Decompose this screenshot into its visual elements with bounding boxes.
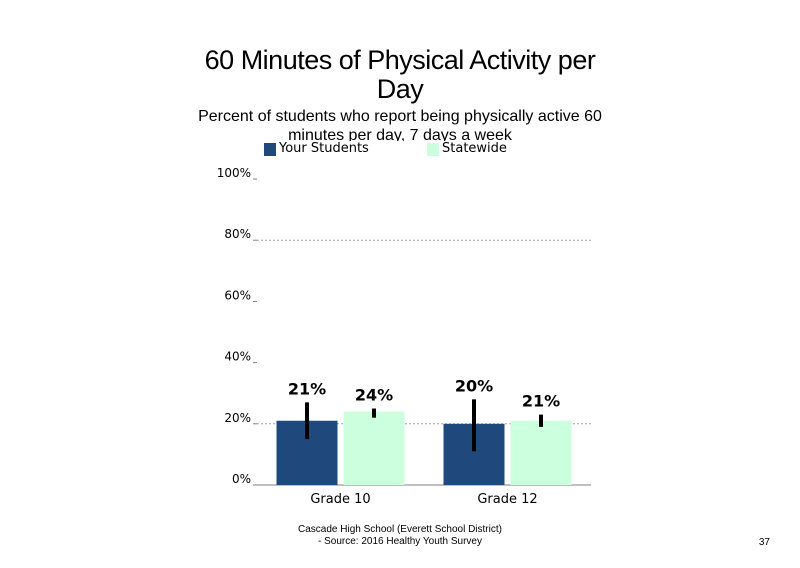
data-label-0-1: 20% (455, 376, 493, 395)
page-number: 37 (758, 537, 770, 548)
chart-title: 60 Minutes of Physical Activity per Day (204, 45, 596, 104)
data-label-1-0: 24% (355, 386, 393, 405)
bar-statewide-grade-10 (343, 411, 405, 485)
legend-swatch-statewide (427, 142, 439, 156)
legend-label-your-students: Your Students (279, 141, 369, 156)
y-tick-label-40: 40% (224, 350, 251, 364)
footer-survey: - Source: 2016 Healthy Youth Survey (318, 536, 482, 547)
y-tick-label-80: 80% (224, 227, 251, 241)
y-tick-label-0: 0% (232, 472, 251, 486)
legend-item-your-students: Your Students (264, 141, 369, 157)
y-tick-label-20: 20% (224, 411, 251, 425)
footer-source: Cascade High School (Everett School Dist… (250, 524, 550, 548)
footer-school: Cascade High School (Everett School Dist… (298, 524, 502, 535)
bar-statewide-grade-12 (510, 420, 572, 485)
data-label-1-1: 21% (522, 392, 560, 411)
y-tick-label-100: 100% (217, 166, 251, 180)
legend-item-statewide: Statewide (427, 141, 507, 157)
y-tick-label-60: 60% (224, 288, 251, 302)
x-tick-label-0: Grade 10 (310, 492, 370, 507)
legend-label-statewide: Statewide (442, 141, 507, 156)
chart-subtitle: Percent of students who report being phy… (198, 108, 602, 141)
x-tick-label-1: Grade 12 (477, 492, 537, 507)
data-label-0-0: 21% (288, 379, 326, 398)
legend-swatch-your-students (264, 142, 276, 156)
chart-legend: Your Students Statewide (264, 141, 604, 157)
